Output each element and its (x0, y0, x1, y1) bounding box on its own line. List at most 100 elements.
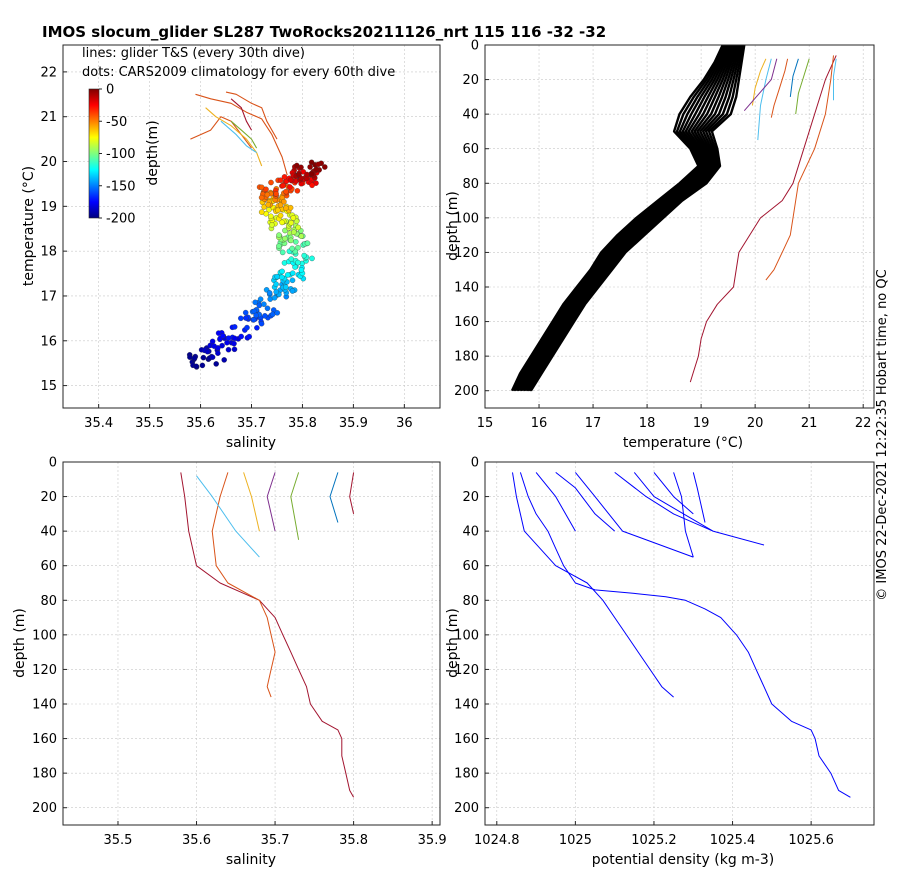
climatology-dot (221, 357, 227, 363)
ts-climatology-dots (186, 159, 328, 370)
climatology-dot (283, 188, 289, 195)
climatology-profile (513, 44, 728, 392)
glider-ts-line (225, 91, 278, 140)
climatology-dot (264, 191, 271, 198)
x-tick-label: 17 (585, 416, 602, 431)
y-tick-label: 140 (454, 698, 479, 713)
density-depth-panel: 1024.8 1025 1025.2 1025.4 1025.6 0 20 40 60 80 100… (445, 456, 875, 868)
y-tick-label: 180 (454, 350, 479, 365)
glider-density-profile (512, 472, 674, 698)
ts-ylabel: temperature (°C) (21, 166, 37, 286)
climatology-profile (529, 44, 746, 392)
y-tick-label: 120 (454, 663, 479, 678)
temp-xlabel: temperature (°C) (623, 435, 743, 451)
y-tick-label: 40 (462, 108, 479, 123)
x-tick-label: 1024.8 (474, 833, 520, 848)
climatology-dot (244, 324, 250, 331)
climatology-dot (284, 272, 291, 278)
y-tick-label: 16 (40, 334, 57, 349)
climatology-dot (243, 315, 249, 321)
climatology-dot (309, 171, 315, 177)
y-tick-label: 100 (454, 628, 479, 643)
glider-density-profile (555, 472, 616, 532)
climatology-profile (515, 44, 729, 392)
y-tick-label: 17 (40, 289, 57, 304)
glider-density-profile (575, 472, 694, 558)
glider-temperature-profile (757, 58, 772, 141)
ts-ticks: 35.4 35.5 35.6 35.7 35.8 35.9 36 15 16 17 18 19 20 21… (40, 65, 412, 431)
glider-salinity-profile (211, 472, 276, 698)
climatology-dot (298, 267, 305, 273)
climatology-dot (258, 320, 265, 327)
x-tick-label: 1025.2 (631, 833, 677, 848)
sal-grid (63, 461, 440, 825)
glider-density-profile (519, 472, 851, 798)
glider-density-profile (535, 472, 576, 532)
dens-ticks: 1024.8 1025 1025.2 1025.4 1025.6 0 20 40 60 80 100… (454, 456, 834, 849)
x-tick-label: 19 (693, 416, 710, 431)
y-tick-label: 60 (40, 559, 57, 574)
y-tick-label: 20 (40, 155, 57, 170)
climatology-dot (257, 296, 264, 302)
climatology-dot (291, 229, 297, 235)
temp-ticks: 15 16 17 18 19 20 21 22 0 20 40 60 80 100 120 140 160 180… (454, 39, 871, 432)
y-tick-label: 15 (40, 379, 57, 394)
climatology-dot (269, 222, 275, 228)
glider-salinity-profile (266, 472, 276, 532)
climatology-dot (271, 295, 278, 301)
dens-grid (485, 461, 874, 825)
climatology-dot (209, 338, 216, 345)
climatology-dot (213, 361, 219, 367)
y-tick-label: 200 (454, 801, 479, 816)
colorbar-label: depth(m) (145, 120, 161, 185)
y-tick-label: 200 (454, 384, 479, 399)
y-tick-label: 18 (40, 245, 57, 260)
page-title: IMOS slocum_glider SL287 TwoRocks2021112… (42, 23, 606, 41)
climatology-dot (279, 219, 285, 226)
climatology-dot (295, 259, 301, 266)
climatology-dot (273, 289, 279, 295)
colorbar-tick-label: -50 (106, 115, 127, 130)
climatology-dot (294, 188, 301, 194)
climatology-dot (279, 274, 285, 280)
climatology-dot (211, 343, 217, 349)
y-tick-label: 40 (462, 525, 479, 540)
sal-ylabel: depth (m) (12, 608, 28, 678)
y-tick-label: 20 (462, 73, 479, 88)
y-tick-label: 120 (454, 246, 479, 261)
glider-temperature-profile (751, 58, 767, 106)
y-tick-label: 80 (40, 594, 57, 609)
dens-xlabel: potential density (kg m-3) (592, 852, 774, 868)
y-tick-label: 120 (32, 663, 57, 678)
climatology-dot (322, 164, 328, 170)
climatology-dot (277, 202, 284, 208)
x-tick-label: 35.5 (104, 833, 133, 848)
climatology-dot (215, 350, 221, 356)
copyright-note: © IMOS 22-Dec-2021 12:22:35 Hobart time,… (875, 269, 890, 600)
temperature-depth-panel: 15 16 17 18 19 20 21 22 0 20 40 60 80 100 120 140 160 180… (445, 39, 875, 451)
climatology-dot (191, 355, 198, 361)
y-tick-label: 0 (471, 456, 479, 471)
glider-density-profile (614, 472, 714, 532)
glider-temperature-profile (743, 58, 778, 112)
climatology-profile (525, 44, 741, 392)
colorbar-tick-label: -200 (106, 212, 136, 227)
glider-density-profile (673, 472, 694, 558)
climatology-dot (290, 215, 297, 221)
glider-salinity-profile (243, 472, 260, 532)
glider-salinity-profile (196, 475, 260, 558)
y-tick-label: 180 (32, 767, 57, 782)
y-tick-label: 80 (462, 594, 479, 609)
ts-panel: 35.4 35.5 35.6 35.7 35.8 35.9 36 15 16 17 18 19 20 21… (21, 44, 441, 451)
glider-temperature-profile (789, 58, 799, 97)
x-tick-label: 35.6 (186, 416, 215, 431)
climatology-dot (225, 346, 232, 353)
climatology-dot (262, 313, 268, 319)
y-tick-label: 22 (40, 65, 57, 80)
y-tick-label: 20 (462, 490, 479, 505)
glider-ts-line (220, 120, 257, 154)
y-tick-label: 0 (471, 39, 479, 54)
x-tick-label: 35.4 (84, 416, 113, 431)
climatology-dot (224, 339, 230, 346)
climatology-dot (242, 309, 249, 316)
